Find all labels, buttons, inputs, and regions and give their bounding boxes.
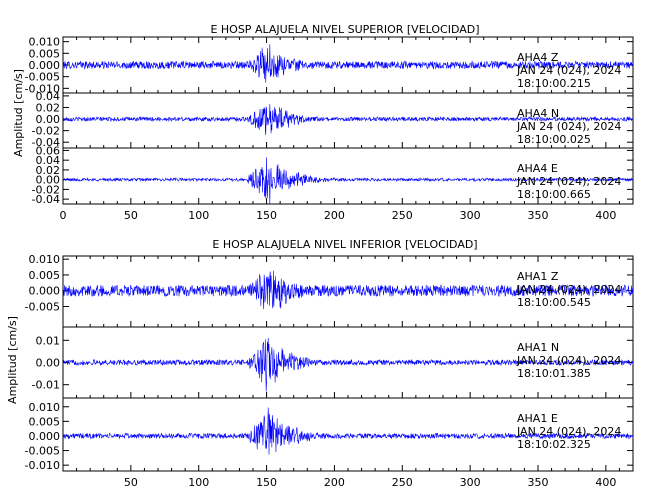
x-tick-label: 50 (124, 476, 138, 489)
station-component-label: AHA1 N (517, 341, 559, 354)
y-tick-label: -0.005 (25, 71, 60, 84)
y-tick-label: 0.00 (36, 357, 61, 370)
waveform-aha1-n (62, 337, 634, 392)
y-tick-label: -0.02 (32, 183, 60, 196)
station-component-label: AHA4 Z (517, 51, 559, 64)
x-tick-label: 200 (324, 476, 345, 489)
x-tick-label: 100 (188, 476, 209, 489)
y-tick-label: -0.04 (32, 193, 60, 206)
station-component-label: AHA4 N (517, 107, 559, 120)
waveform-aha4-z (62, 44, 634, 83)
y-tick-label: -0.01 (32, 379, 60, 392)
record-date-label: JAN 24 (024), 2024 (516, 354, 621, 367)
y-tick-label: -0.010 (25, 82, 60, 95)
x-tick-label: 350 (528, 476, 549, 489)
y-tick-label: 0.02 (36, 101, 61, 114)
x-tick-label: 200 (324, 209, 345, 222)
record-time-label: 18:10:01.385 (517, 367, 591, 380)
x-tick-label: 50 (124, 209, 138, 222)
record-date-label: JAN 24 (024), 2024 (516, 425, 621, 438)
y-tick-label: 0.04 (36, 154, 61, 167)
y-tick-label: -0.02 (32, 125, 60, 138)
bottom-figure-title: E HOSP ALAJUELA NIVEL INFERIOR [VELOCIDA… (212, 238, 477, 251)
record-date-label: JAN 24 (024), 2024 (516, 120, 621, 133)
x-tick-label: 250 (392, 476, 413, 489)
x-tick-label: 150 (256, 476, 277, 489)
y-tick-label: 0.02 (36, 164, 61, 177)
y-tick-label: -0.04 (32, 136, 60, 149)
station-component-label: AHA4 E (517, 162, 558, 175)
waveform-aha4-e (62, 157, 634, 204)
x-tick-label: 300 (460, 209, 481, 222)
y-tick-label: 0.01 (36, 334, 61, 347)
record-time-label: 18:10:00.545 (517, 296, 591, 309)
y-tick-label: 0.00 (36, 174, 61, 187)
bottom-figure-ylabel: Amplitud [cm/s] (6, 316, 19, 404)
record-time-label: 18:10:00.215 (517, 77, 591, 90)
waveform-aha1-e (62, 407, 634, 455)
y-tick-label: 0.010 (29, 401, 61, 414)
y-tick-label: -0.010 (25, 459, 60, 472)
y-tick-label: 0.010 (29, 36, 61, 49)
x-tick-label: 100 (188, 209, 209, 222)
x-tick-label: 150 (256, 209, 277, 222)
station-component-label: AHA1 Z (517, 270, 559, 283)
y-tick-label: 0.005 (29, 415, 61, 428)
y-tick-label: 0.000 (29, 430, 61, 443)
top-figure-ylabel: Amplitud [cm/s] (12, 69, 25, 157)
record-time-label: 18:10:02.325 (517, 438, 591, 451)
record-time-label: 18:10:00.665 (517, 188, 591, 201)
x-tick-label: 400 (595, 476, 616, 489)
y-tick-label: 0.000 (29, 285, 61, 298)
record-date-label: JAN 24 (024), 2024 (516, 175, 621, 188)
y-tick-label: 0.005 (29, 269, 61, 282)
y-tick-label: 0.00 (36, 113, 61, 126)
y-tick-label: 0.010 (29, 253, 61, 266)
x-tick-label: 350 (528, 209, 549, 222)
record-date-label: JAN 24 (024), 2024 (516, 64, 621, 77)
x-tick-label: 400 (595, 209, 616, 222)
waveform-aha4-n (62, 104, 634, 135)
station-component-label: AHA1 E (517, 412, 558, 425)
record-time-label: 18:10:00.025 (517, 133, 591, 146)
x-tick-label: 250 (392, 209, 413, 222)
y-tick-label: 0.04 (36, 90, 61, 103)
record-date-label: JAN 24 (024), 2024 (516, 283, 621, 296)
x-tick-label: 0 (60, 209, 67, 222)
waveform-aha1-z (62, 270, 634, 310)
y-tick-label: -0.005 (25, 445, 60, 458)
top-figure-title: E HOSP ALAJUELA NIVEL SUPERIOR [VELOCIDA… (210, 23, 479, 36)
y-tick-label: -0.005 (25, 300, 60, 313)
y-tick-label: 0.005 (29, 47, 61, 60)
y-tick-label: 0.06 (36, 144, 61, 157)
x-tick-label: 300 (460, 476, 481, 489)
y-tick-label: 0.000 (29, 59, 61, 72)
